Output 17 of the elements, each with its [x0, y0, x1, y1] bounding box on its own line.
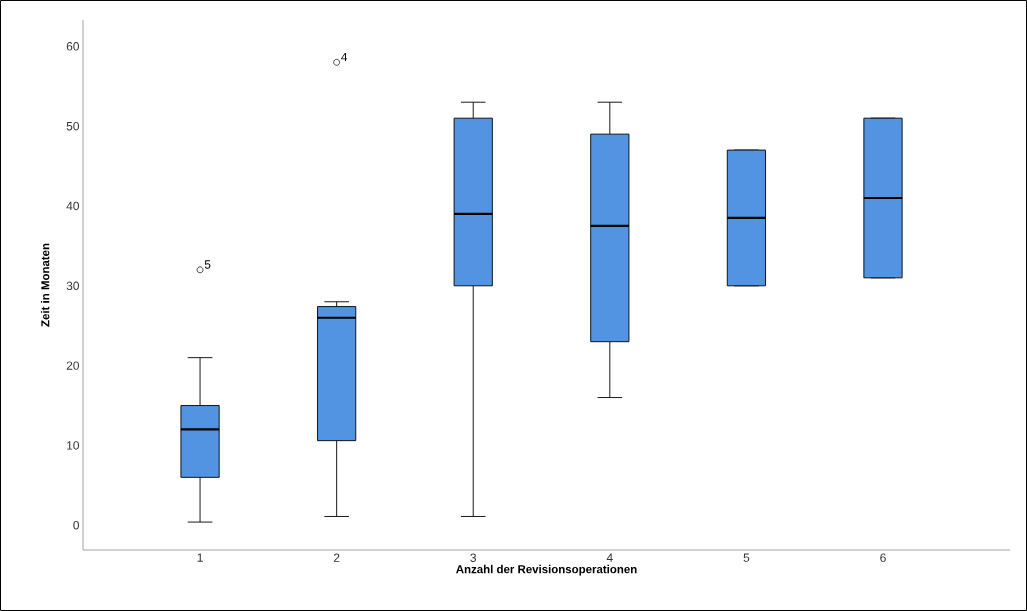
y-tick-label: 30 [66, 281, 80, 291]
y-tick-label: 50 [66, 121, 80, 131]
y-tick-label: 20 [66, 361, 80, 370]
annotation: 5 [204, 260, 211, 269]
y-tick-label: 10 [67, 441, 80, 450]
x-tick-label: 6 [880, 553, 886, 562]
x-tick-label: 3 [470, 553, 477, 562]
x-axis-title: Anzahl der Revisionsoperationen [456, 564, 637, 576]
x-tick-label: 1 [197, 553, 203, 562]
y-tick-label: 0 [73, 521, 80, 530]
y-tick-label: 60 [66, 42, 80, 51]
y-tick-label: 40 [66, 201, 80, 211]
annotation: 4 [341, 52, 348, 62]
y-axis-title: Zeit in Monaten [40, 243, 50, 327]
x-tick-label: 4 [606, 553, 613, 562]
x-tick-label: 2 [333, 553, 340, 562]
x-tick-label: 5 [743, 553, 750, 562]
